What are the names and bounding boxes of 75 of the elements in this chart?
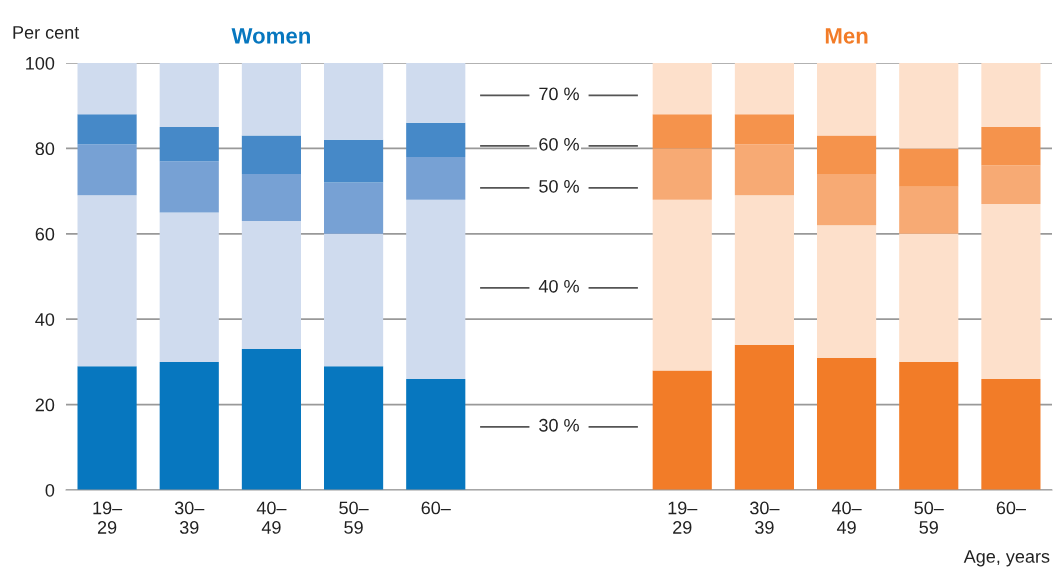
annotation: 60 % (539, 137, 579, 151)
x-tick-label: 19– 29 (93, 501, 123, 534)
bar (241, 174, 301, 221)
bar (899, 186, 959, 234)
bar (652, 114, 712, 149)
x-axis-title: Age, years (963, 550, 1050, 567)
bar (817, 174, 877, 226)
x-tick-label: 60– (996, 501, 1026, 515)
bar (981, 63, 1041, 128)
y-tick-label: 20 (35, 398, 55, 412)
bar (406, 199, 466, 379)
y-tick-label: 80 (35, 142, 55, 156)
bar (734, 195, 794, 345)
y-tick-label: 100 (26, 56, 55, 70)
text: Women (231, 28, 310, 44)
bar (899, 361, 959, 490)
text: Men (825, 28, 868, 44)
bar (406, 122, 466, 157)
bar (734, 144, 794, 196)
bar (77, 195, 137, 367)
annotation: 50 % (539, 179, 579, 193)
bar (77, 366, 137, 490)
bar (981, 378, 1041, 490)
bar (652, 148, 712, 200)
bar (899, 63, 959, 149)
x-tick-label: 19– 29 (668, 501, 698, 534)
y-tick-label: 40 (35, 313, 55, 326)
bar (817, 63, 877, 136)
bar (899, 233, 959, 362)
annotation: 30 % (539, 418, 579, 432)
annotation: 70 % (539, 87, 579, 101)
bar (241, 349, 301, 490)
y-tick-label: 60 (35, 227, 55, 241)
bar (652, 370, 712, 490)
bar (159, 161, 219, 213)
bar (241, 135, 301, 175)
y-tick-label: 0 (45, 483, 55, 497)
bar (324, 63, 384, 140)
bar (77, 144, 137, 196)
bar (406, 63, 466, 123)
x-tick-label: 60– (421, 501, 451, 515)
x-tick-label: 30– 39 (750, 501, 780, 534)
bar (406, 378, 466, 490)
x-tick-label: 50– 59 (914, 501, 944, 534)
bar (324, 366, 384, 490)
bar (241, 63, 301, 136)
bar (981, 203, 1041, 379)
bar (734, 344, 794, 490)
x-tick-label: 30– 39 (174, 501, 205, 534)
bar (652, 63, 712, 115)
bar (981, 127, 1041, 166)
y-axis-title: Per cent (13, 26, 80, 39)
bar (817, 357, 877, 490)
bar (77, 114, 137, 145)
bar (652, 199, 712, 371)
bar (159, 361, 219, 490)
x-tick-label: 40– 49 (831, 501, 862, 534)
x-tick-label: 40– 49 (256, 501, 287, 534)
bar (324, 233, 384, 367)
x-tick-label: 50– 59 (339, 501, 369, 534)
bar (77, 63, 137, 115)
annotation: 40 % (538, 279, 579, 293)
bar (734, 63, 794, 115)
bar (159, 127, 219, 162)
bar (817, 225, 877, 358)
bar (981, 165, 1041, 204)
bar (817, 135, 877, 175)
bar (324, 182, 384, 234)
bar (734, 114, 794, 145)
bar (159, 212, 219, 362)
bar (406, 156, 466, 200)
bar (241, 220, 301, 350)
bar (324, 139, 384, 183)
bar (899, 148, 959, 187)
bar (159, 63, 219, 128)
